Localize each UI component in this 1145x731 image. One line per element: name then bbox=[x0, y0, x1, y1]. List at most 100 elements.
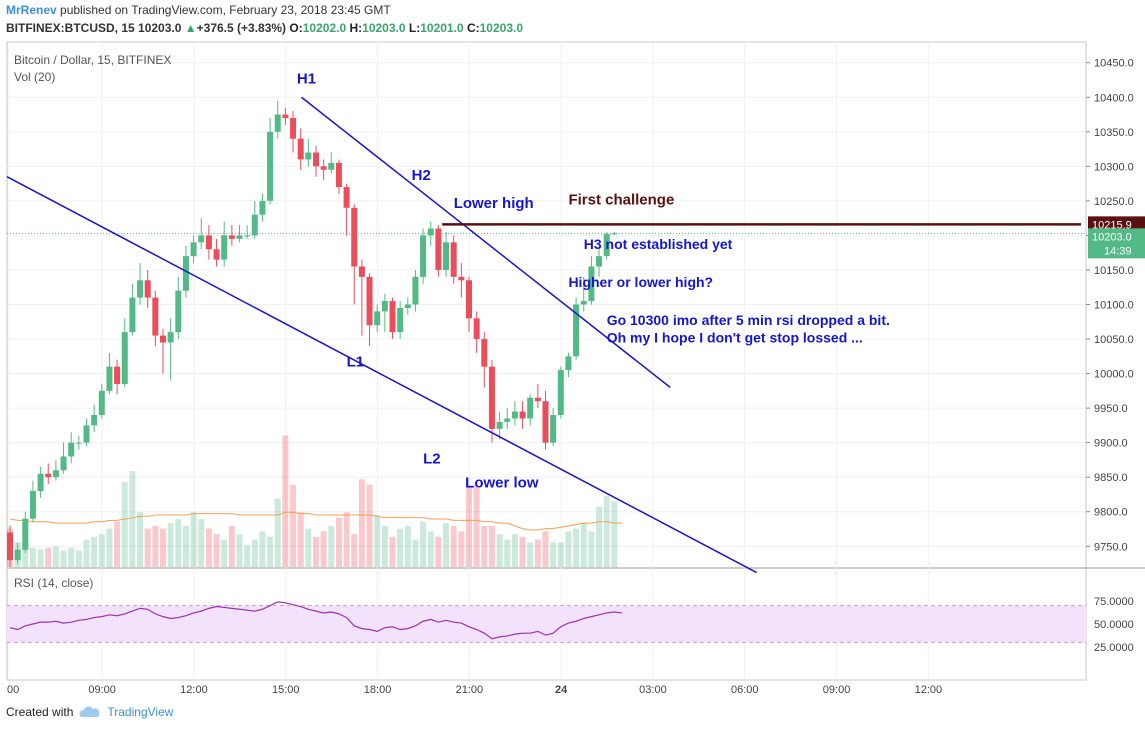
volume-bar bbox=[198, 519, 205, 567]
candle-body bbox=[358, 266, 365, 277]
up-arrow-icon: ▲ bbox=[184, 21, 197, 35]
candle-body bbox=[205, 235, 212, 250]
price-tick-label: 9900.0 bbox=[1094, 438, 1128, 450]
candle-body bbox=[7, 532, 13, 561]
time-tick-label: 24 bbox=[555, 684, 568, 696]
volume-bar bbox=[435, 536, 442, 567]
volume-bar bbox=[511, 534, 518, 567]
candle-body bbox=[320, 166, 327, 170]
candle-body bbox=[282, 114, 289, 118]
candle-body bbox=[420, 235, 427, 277]
candle-body bbox=[550, 415, 557, 443]
candle-body bbox=[481, 339, 488, 367]
time-tick-label: 09:00 bbox=[88, 684, 116, 696]
candle-body bbox=[297, 138, 304, 160]
time-tick-label: 00 bbox=[7, 684, 19, 696]
volume-bar bbox=[129, 471, 136, 567]
plot-frame bbox=[6, 41, 1087, 681]
volume-bar bbox=[282, 435, 289, 567]
chart-annotation: Lower low bbox=[465, 475, 539, 492]
volume-bar bbox=[343, 512, 350, 567]
volume-bar bbox=[458, 531, 465, 567]
candle-body bbox=[45, 473, 52, 478]
candle-body bbox=[458, 276, 465, 281]
volume-bar bbox=[550, 542, 557, 567]
candle-body bbox=[565, 356, 572, 371]
candle-body bbox=[152, 297, 159, 336]
candle-body bbox=[37, 473, 44, 492]
rsi-line bbox=[9, 601, 623, 640]
volume-bar bbox=[527, 542, 534, 567]
volume-bar bbox=[259, 531, 266, 567]
symbol: BITFINEX:BTCUSD, 15 bbox=[6, 21, 135, 35]
volume-bar bbox=[29, 547, 36, 567]
candle-body bbox=[412, 276, 419, 305]
volume-bar bbox=[389, 536, 396, 567]
time-tick-label: 03:00 bbox=[639, 684, 667, 696]
open-value: 10202.0 bbox=[302, 21, 347, 35]
candle-body bbox=[557, 370, 564, 416]
candle-body bbox=[75, 442, 82, 444]
volume-bar bbox=[182, 525, 189, 567]
volume-bar bbox=[45, 547, 52, 567]
candle-body bbox=[114, 366, 121, 384]
volume-bar bbox=[98, 534, 105, 567]
candle-body bbox=[167, 332, 174, 343]
volume-bar bbox=[91, 536, 98, 567]
candle-body bbox=[121, 332, 128, 384]
volume-bar bbox=[167, 523, 174, 567]
volume-bar bbox=[404, 525, 411, 567]
volume-bar bbox=[213, 534, 220, 567]
volume-bar bbox=[251, 539, 258, 567]
candle-body bbox=[603, 234, 610, 257]
published-text: published on TradingView.com, February 2… bbox=[60, 3, 391, 17]
volume-bar bbox=[427, 531, 434, 567]
candle-body bbox=[389, 301, 396, 333]
candle-body bbox=[22, 518, 29, 550]
price-chart[interactable]: 9750.0 9800.0 9850.0 9900.0 9950.0 10000.0 100… bbox=[0, 40, 1145, 700]
candle-body bbox=[60, 456, 67, 471]
candle-body bbox=[427, 228, 434, 236]
rsi-label: RSI (14, close) bbox=[14, 576, 93, 590]
chart-annotation: H2 bbox=[412, 167, 431, 184]
author-link[interactable]: MrRenev bbox=[6, 3, 57, 17]
volume-bar bbox=[335, 517, 342, 567]
volume-bar bbox=[381, 525, 388, 567]
high-label: H: bbox=[349, 21, 363, 35]
candle-body bbox=[450, 242, 457, 277]
price-tick-label: 10050.0 bbox=[1094, 334, 1134, 346]
open-label: O: bbox=[289, 21, 303, 35]
volume-bar bbox=[144, 528, 151, 567]
candle-body bbox=[443, 242, 450, 270]
volume-bar bbox=[75, 550, 82, 567]
price-tick-label: 10450.0 bbox=[1094, 58, 1134, 70]
time-tick-label: 09:00 bbox=[823, 684, 851, 696]
volume-bar bbox=[114, 521, 121, 567]
volume-bar bbox=[580, 523, 587, 567]
volume-label: Vol (20) bbox=[14, 70, 55, 84]
volume-bar bbox=[221, 539, 228, 567]
volume-bar bbox=[450, 525, 457, 567]
rsi-band bbox=[7, 605, 1086, 643]
volume-bar bbox=[481, 525, 488, 567]
volume-bar bbox=[68, 547, 75, 567]
volume-bar bbox=[228, 525, 235, 567]
candle-body bbox=[213, 249, 220, 260]
tradingview-link[interactable]: TradingView bbox=[107, 705, 174, 719]
candle-body bbox=[68, 442, 75, 457]
volume-bar bbox=[412, 539, 419, 567]
candle-body bbox=[328, 162, 335, 170]
resistance-price-tag bbox=[1088, 216, 1145, 232]
candle-body bbox=[98, 390, 105, 416]
price-tick-label: 9850.0 bbox=[1094, 472, 1128, 484]
candle-body bbox=[504, 418, 511, 422]
candle-body bbox=[182, 256, 189, 291]
candle-body bbox=[534, 397, 541, 402]
volume-bar bbox=[565, 531, 572, 567]
volume-bar bbox=[305, 528, 312, 567]
volume-bar bbox=[366, 484, 373, 567]
candle-body bbox=[91, 415, 98, 426]
price-tick-label: 10100.0 bbox=[1094, 300, 1134, 312]
candle-body bbox=[290, 117, 297, 139]
candle-body bbox=[488, 366, 495, 429]
